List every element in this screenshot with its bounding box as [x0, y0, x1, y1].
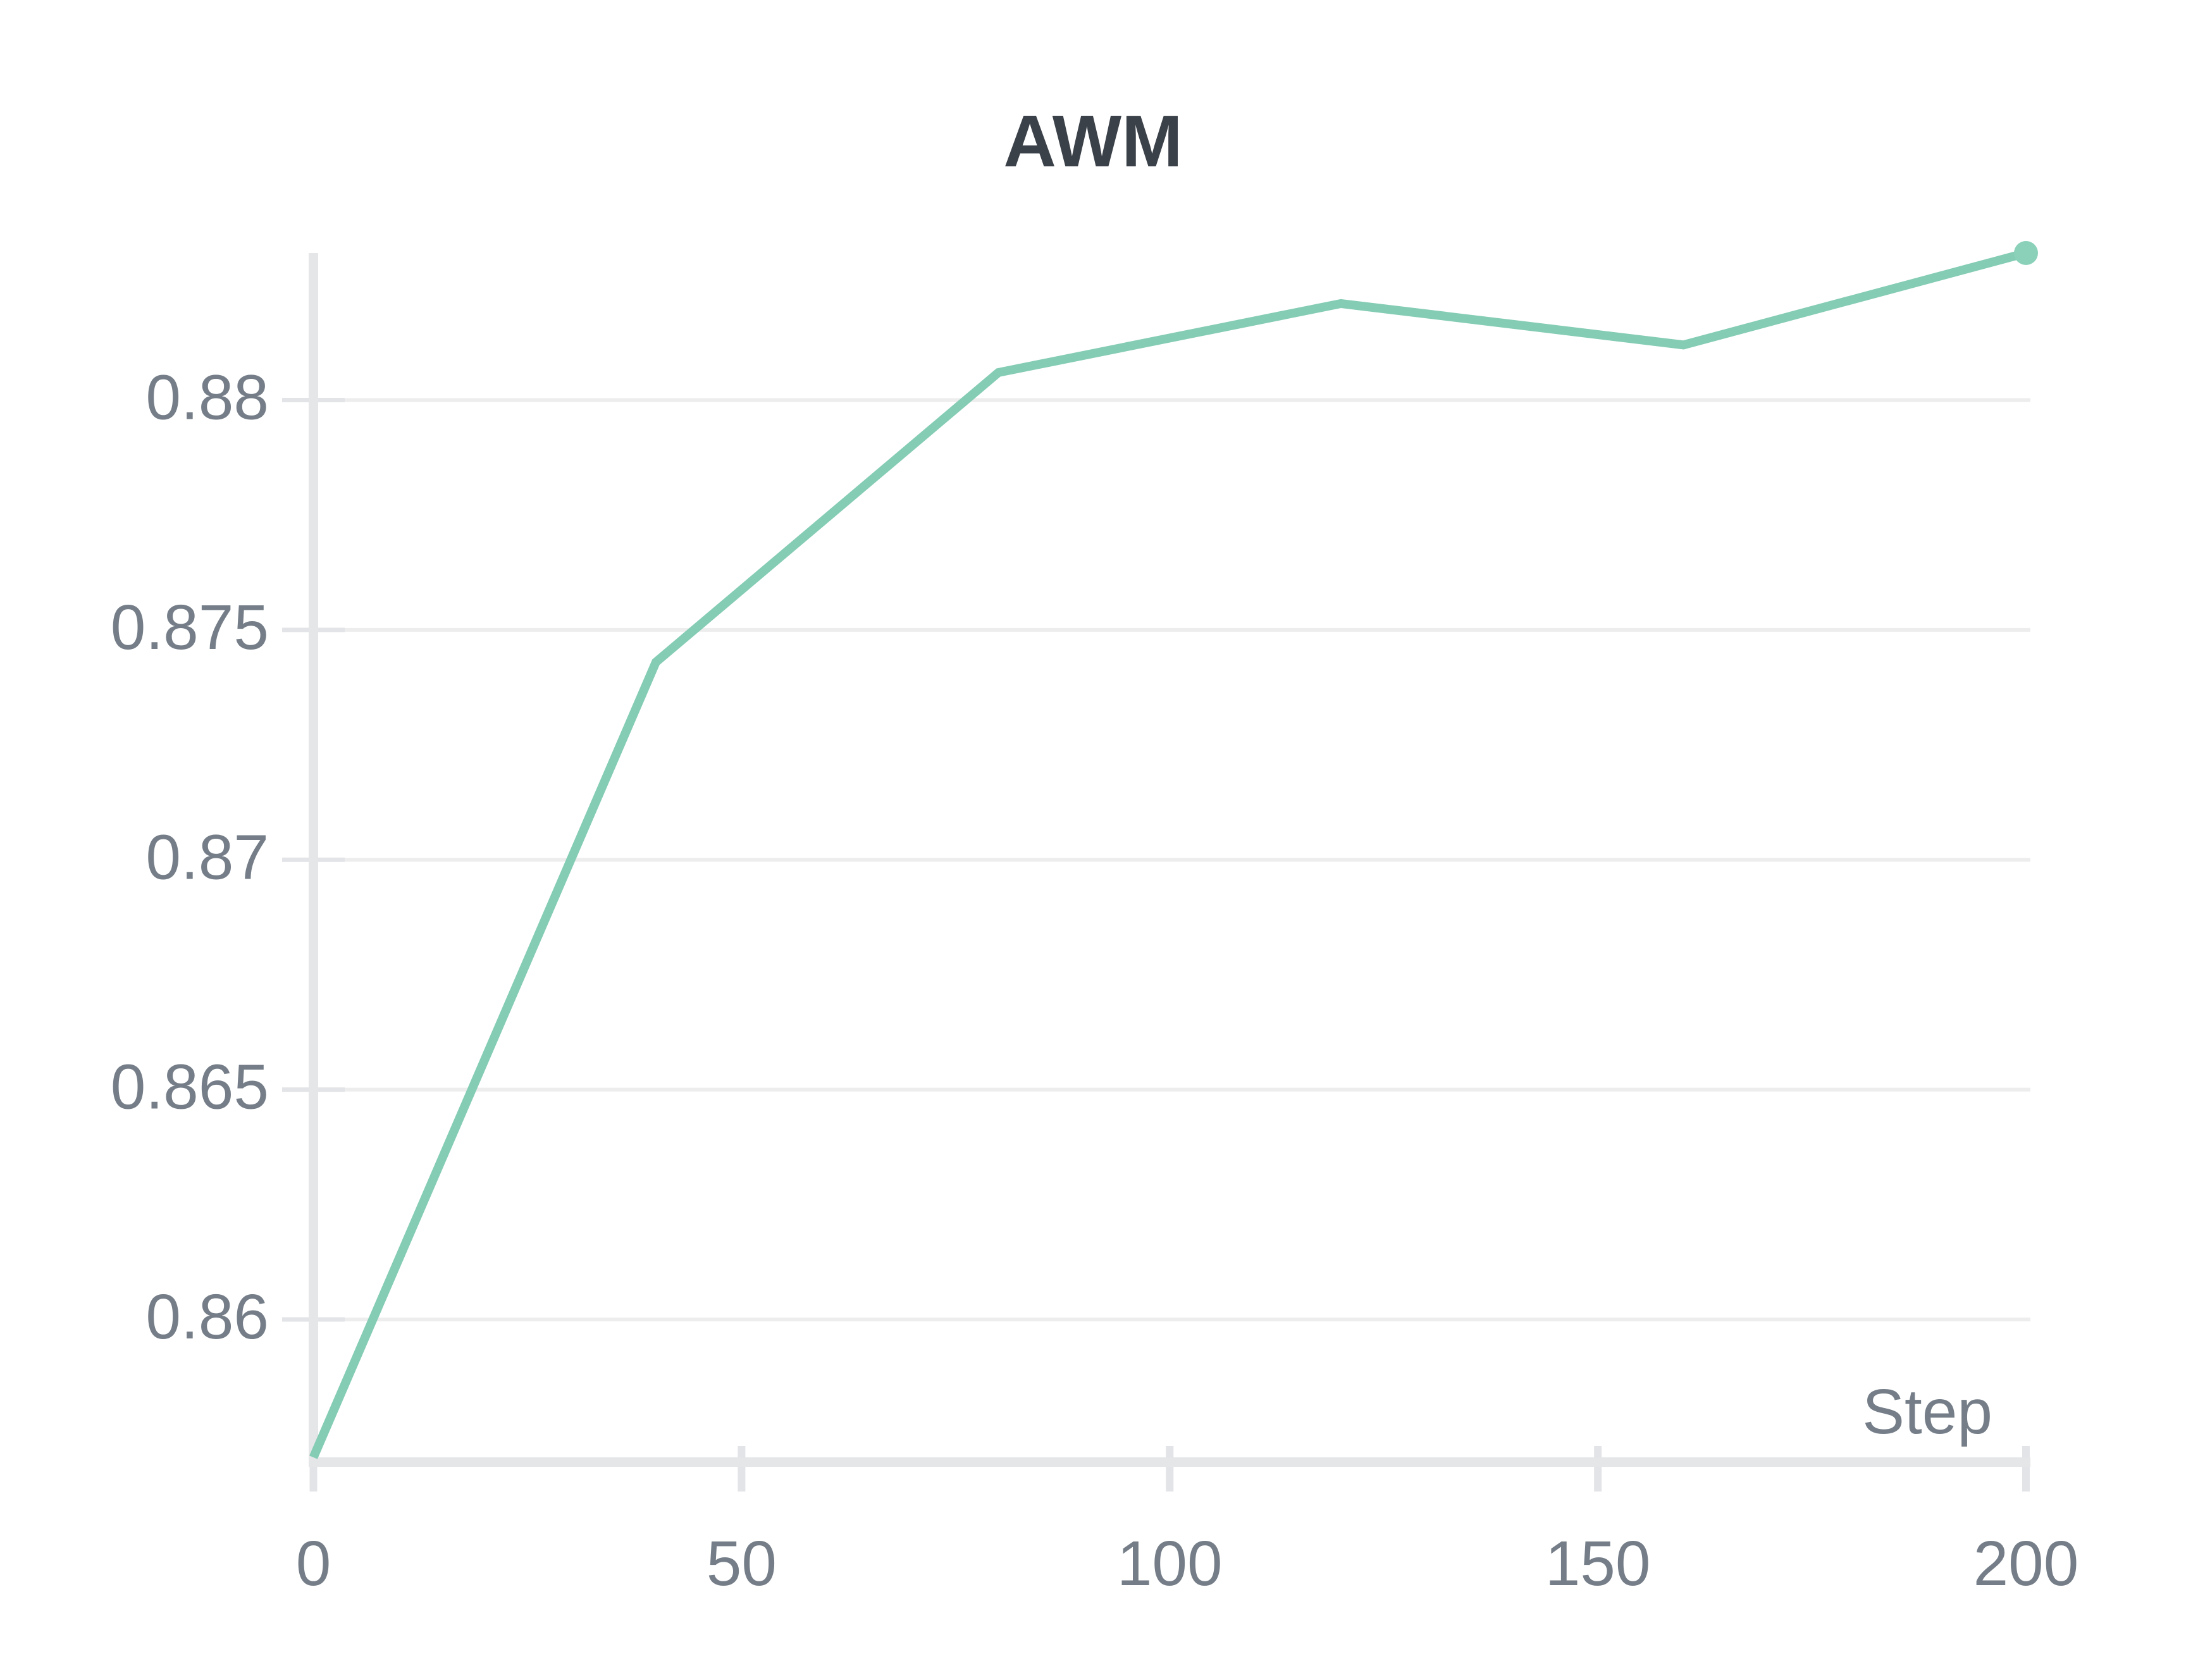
- y-tick-label: 0.865: [111, 1052, 269, 1123]
- y-tick-label: 0.875: [111, 592, 269, 663]
- series-end-point: [2014, 241, 2038, 265]
- x-tick-label: 50: [707, 1528, 777, 1599]
- y-tick-label: 0.86: [145, 1282, 269, 1352]
- tick-mark-layer: [282, 398, 2030, 1492]
- series-line-awm: [309, 249, 2027, 1459]
- x-axis-line: [309, 1457, 2030, 1467]
- axis-layer: [309, 253, 2030, 1467]
- x-tick-label: 200: [1973, 1528, 2079, 1599]
- x-axis-title: Step: [1862, 1376, 1992, 1447]
- chart-title: AWM: [1003, 100, 1183, 182]
- x-tick-label: 0: [296, 1528, 331, 1599]
- y-tick-label: 0.87: [145, 822, 269, 892]
- x-tick-label: 150: [1545, 1528, 1651, 1599]
- x-tick-label: 100: [1117, 1528, 1223, 1599]
- gridline-layer: [309, 398, 2030, 1321]
- y-axis-line: [309, 253, 318, 1467]
- tick-label-layer: 0.86 0.865 0.87 0.875 0.88 0 50 100 150 200: [111, 362, 2079, 1599]
- series-layer: [309, 241, 2038, 1459]
- y-tick-label: 0.88: [145, 362, 269, 433]
